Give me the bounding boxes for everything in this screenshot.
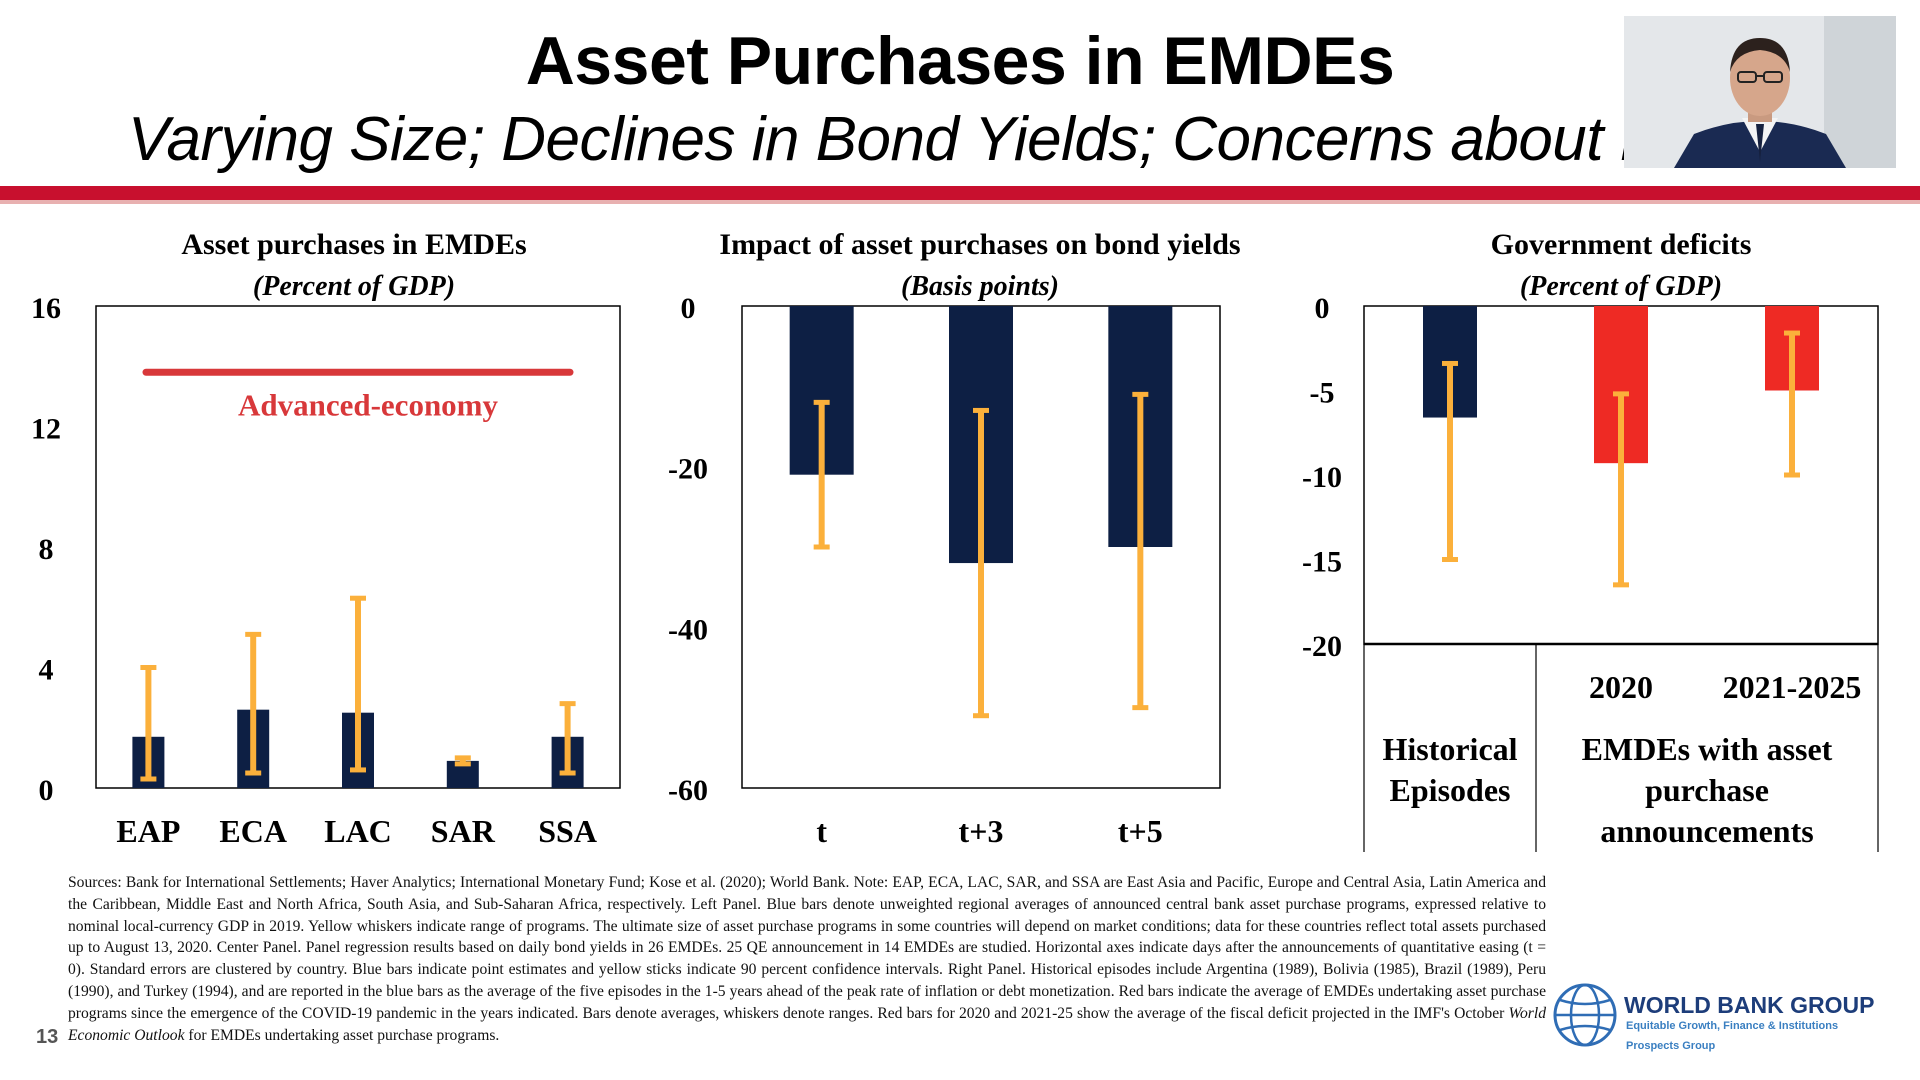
chart3-ytick-2: -10 xyxy=(1302,461,1342,494)
chart2-xtick-t: t xyxy=(816,813,827,849)
world-bank-logo: WORLD BANK GROUP Equitable Growth, Finan… xyxy=(1552,980,1920,1070)
footnote-main: Sources: Bank for International Settleme… xyxy=(68,874,1546,1022)
chart3-xtick-2021-2025: 2021-2025 xyxy=(1723,669,1862,705)
title-divider-shadow xyxy=(0,200,1920,204)
chart2-ytick-2: -40 xyxy=(668,613,708,646)
slide-subtitle: Varying Size; Declines in Bond Yields; C… xyxy=(128,105,1628,174)
presenter-video-frame xyxy=(1624,16,1896,168)
chart3-ytick-4: -20 xyxy=(1302,630,1342,663)
chart3-group-label-emdes: EMDEs with asset purchase announcements xyxy=(1582,731,1833,849)
chart-bond-yields: Impact of asset purchases on bond yields… xyxy=(668,228,1241,849)
chart2-ytick-3: -60 xyxy=(668,774,708,807)
chart3-ytick-1: -5 xyxy=(1310,377,1335,410)
chart3-ytick-0: 0 xyxy=(1315,292,1330,325)
chart1-ytick-3: 12 xyxy=(31,413,61,446)
title-divider xyxy=(0,186,1920,200)
chart2-subtitle: (Basis points) xyxy=(901,271,1059,302)
slide-title: Asset Purchases in EMDEs xyxy=(525,23,1395,99)
chart1-ytick-4: 16 xyxy=(31,292,61,325)
chart-asset-purchases: Asset purchases in EMDEs (Percent of GDP… xyxy=(31,228,621,849)
logo-name: WORLD BANK GROUP xyxy=(1624,992,1875,1018)
chart1-xtick-SSA: SSA xyxy=(538,813,597,849)
chart3-title: Government deficits xyxy=(1491,228,1752,261)
chart1-xtick-EAP: EAP xyxy=(116,813,180,849)
chart2-ytick-0: 0 xyxy=(681,292,696,325)
chart3-xtick-2020: 2020 xyxy=(1589,669,1653,705)
chart1-ytick-0: 0 xyxy=(39,774,54,807)
logo-unit: Prospects Group xyxy=(1626,1040,1716,1052)
chart1-reference-label: Advanced-economy xyxy=(238,387,499,422)
globe-icon xyxy=(1553,983,1617,1047)
chart1-title: Asset purchases in EMDEs xyxy=(181,228,526,261)
chart2-title: Impact of asset purchases on bond yields xyxy=(719,228,1240,261)
presenter-webcam xyxy=(1624,16,1896,168)
chart1-ytick-1: 4 xyxy=(39,654,54,687)
chart-notes: Sources: Bank for International Settleme… xyxy=(68,872,1546,1046)
chart3-group-label-historical: Historical Episodes xyxy=(1382,731,1517,808)
chart3-ytick-3: -15 xyxy=(1302,546,1342,579)
chart3-subtitle: (Percent of GDP) xyxy=(1520,271,1722,302)
chart1-subtitle: (Percent of GDP) xyxy=(253,271,455,302)
footnote-weo: World Economic Outlook xyxy=(68,1004,1546,1044)
chart2-xtick-t+5: t+5 xyxy=(1118,813,1163,849)
chart2-xtick-t+3: t+3 xyxy=(959,813,1004,849)
logo-tagline: Equitable Growth, Finance & Institutions xyxy=(1626,1020,1839,1032)
chart1-xtick-LAC: LAC xyxy=(324,813,392,849)
chart-government-deficits: Government deficits (Percent of GDP) 0 -5… xyxy=(1302,228,1879,852)
footnote-tail: for EMDEs undertaking asset purchase pro… xyxy=(188,1026,500,1044)
slide-number: 13 xyxy=(36,1026,59,1048)
chart2-ytick-1: -20 xyxy=(668,453,708,486)
chart1-xtick-ECA: ECA xyxy=(219,813,287,849)
chart1-ytick-2: 8 xyxy=(39,533,54,566)
charts-svg: Asset purchases in EMDEs (Percent of GDP… xyxy=(31,228,1879,852)
chart1-xtick-SAR: SAR xyxy=(431,813,496,849)
